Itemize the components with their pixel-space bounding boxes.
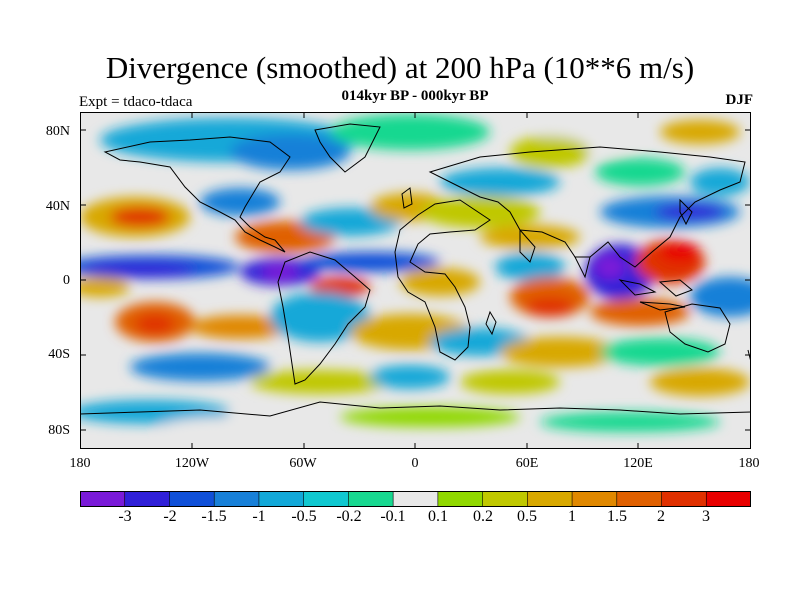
plot-subtitle: 014kyr BP - 000kyr BP	[341, 88, 489, 104]
colorbar-label: 2	[657, 508, 665, 525]
plot-title: Divergence (smoothed) at 200 hPa (10**6 …	[105, 50, 695, 85]
colorbar-segment	[616, 491, 663, 507]
map-ticks	[80, 112, 751, 449]
colorbar-label: 0.1	[428, 508, 448, 525]
colorbar-segment	[214, 491, 260, 507]
colorbar-segment	[303, 491, 349, 507]
colorbar-label: -1	[252, 508, 266, 525]
lon-label-180w: 180	[69, 456, 91, 471]
colorbar-label: 1.5	[607, 508, 627, 525]
colorbar-label: -1.5	[201, 508, 227, 525]
colorbar-label: 0.5	[517, 508, 537, 525]
colorbar-segment	[124, 491, 170, 507]
colorbar-segment	[482, 491, 528, 507]
lat-label-80n: 80N	[45, 124, 70, 139]
colorbar-segment	[437, 491, 484, 507]
lon-label-180e: 180	[738, 456, 760, 471]
divergence-map	[80, 112, 751, 449]
colorbar-label: 3	[702, 508, 710, 525]
colorbar-label: 0.2	[473, 508, 493, 525]
colorbar-label: -2	[163, 508, 177, 525]
lon-label-60w: 60W	[289, 456, 317, 471]
colorbar-label: 1	[568, 508, 576, 525]
colorbar-segment	[80, 491, 126, 507]
season-label: DJF	[725, 92, 754, 108]
lat-label-40s: 40S	[48, 347, 70, 362]
lat-label-0: 0	[63, 273, 70, 288]
colorbar-segment	[258, 491, 305, 507]
lon-label-120w: 120W	[174, 456, 210, 471]
colorbar-segment	[393, 491, 439, 507]
colorbar-label: -3	[118, 508, 132, 525]
colorbar	[80, 491, 751, 507]
coastlines	[80, 123, 751, 417]
colorbar-frame	[80, 491, 751, 507]
lon-label-0: 0	[411, 456, 419, 471]
lat-label-40n: 40N	[45, 199, 70, 214]
lon-label-60e: 60E	[515, 456, 539, 471]
colorbar-segment	[169, 491, 215, 507]
colorbar-segment	[348, 491, 394, 507]
lon-label-120e: 120E	[623, 456, 653, 471]
experiment-label: Expt = tdaco-tdaca	[79, 94, 193, 110]
colorbar-label: -0.1	[380, 508, 406, 525]
colorbar-segment	[706, 491, 751, 507]
colorbar-segment	[661, 491, 707, 507]
divergence-field	[80, 114, 751, 437]
colorbar-segment	[572, 491, 618, 507]
colorbar-label: -0.2	[336, 508, 362, 525]
colorbar-segment	[527, 491, 573, 507]
lat-label-80s: 80S	[48, 423, 70, 438]
colorbar-label: -0.5	[291, 508, 317, 525]
